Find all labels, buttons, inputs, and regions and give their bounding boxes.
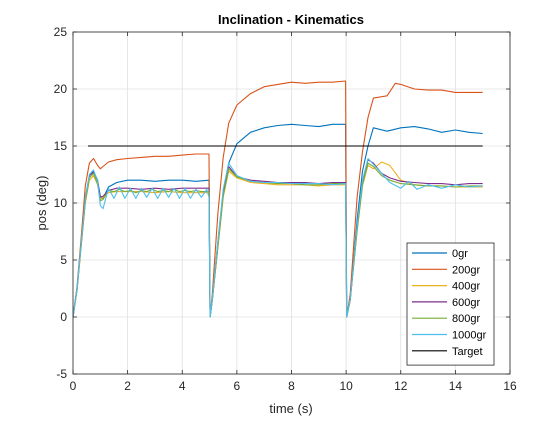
series-line-400gr xyxy=(73,161,483,318)
x-tick-label: 14 xyxy=(449,379,463,393)
legend-label: 600gr xyxy=(452,297,480,309)
y-tick-label: -5 xyxy=(56,367,67,381)
legend-label: Target xyxy=(452,346,483,358)
chart-title: Inclination - Kinematics xyxy=(218,12,364,27)
x-tick-label: 6 xyxy=(234,379,241,393)
legend: 0gr 200gr 400gr 600gr 800gr 1000gr Target xyxy=(406,242,495,366)
x-axis-label: time (s) xyxy=(269,401,312,416)
x-tick-label: 12 xyxy=(394,379,408,393)
y-axis-label: pos (deg) xyxy=(34,176,49,231)
y-tick-label: 10 xyxy=(54,196,68,210)
legend-label: 1000gr xyxy=(452,330,487,342)
legend-label: 400gr xyxy=(452,281,480,293)
series-line-200gr xyxy=(73,80,483,318)
x-tick-label: 4 xyxy=(179,379,186,393)
legend-label: 0gr xyxy=(452,248,468,260)
series-line-1000gr xyxy=(73,157,483,318)
series-group xyxy=(73,80,483,318)
x-tick-label: 10 xyxy=(339,379,353,393)
y-tick-label: 5 xyxy=(60,253,67,267)
y-tick-label: 25 xyxy=(54,25,68,39)
x-tick-label: 0 xyxy=(70,379,77,393)
legend-box xyxy=(406,242,495,366)
x-tick-label: 2 xyxy=(124,379,131,393)
y-tick-label: 0 xyxy=(60,310,67,324)
y-tick-label: 15 xyxy=(54,139,68,153)
legend-label: 800gr xyxy=(452,313,480,325)
x-tick-label: 16 xyxy=(503,379,517,393)
legend-label: 200gr xyxy=(452,264,480,276)
x-tick-label: 8 xyxy=(288,379,295,393)
y-tick-label: 20 xyxy=(54,82,68,96)
